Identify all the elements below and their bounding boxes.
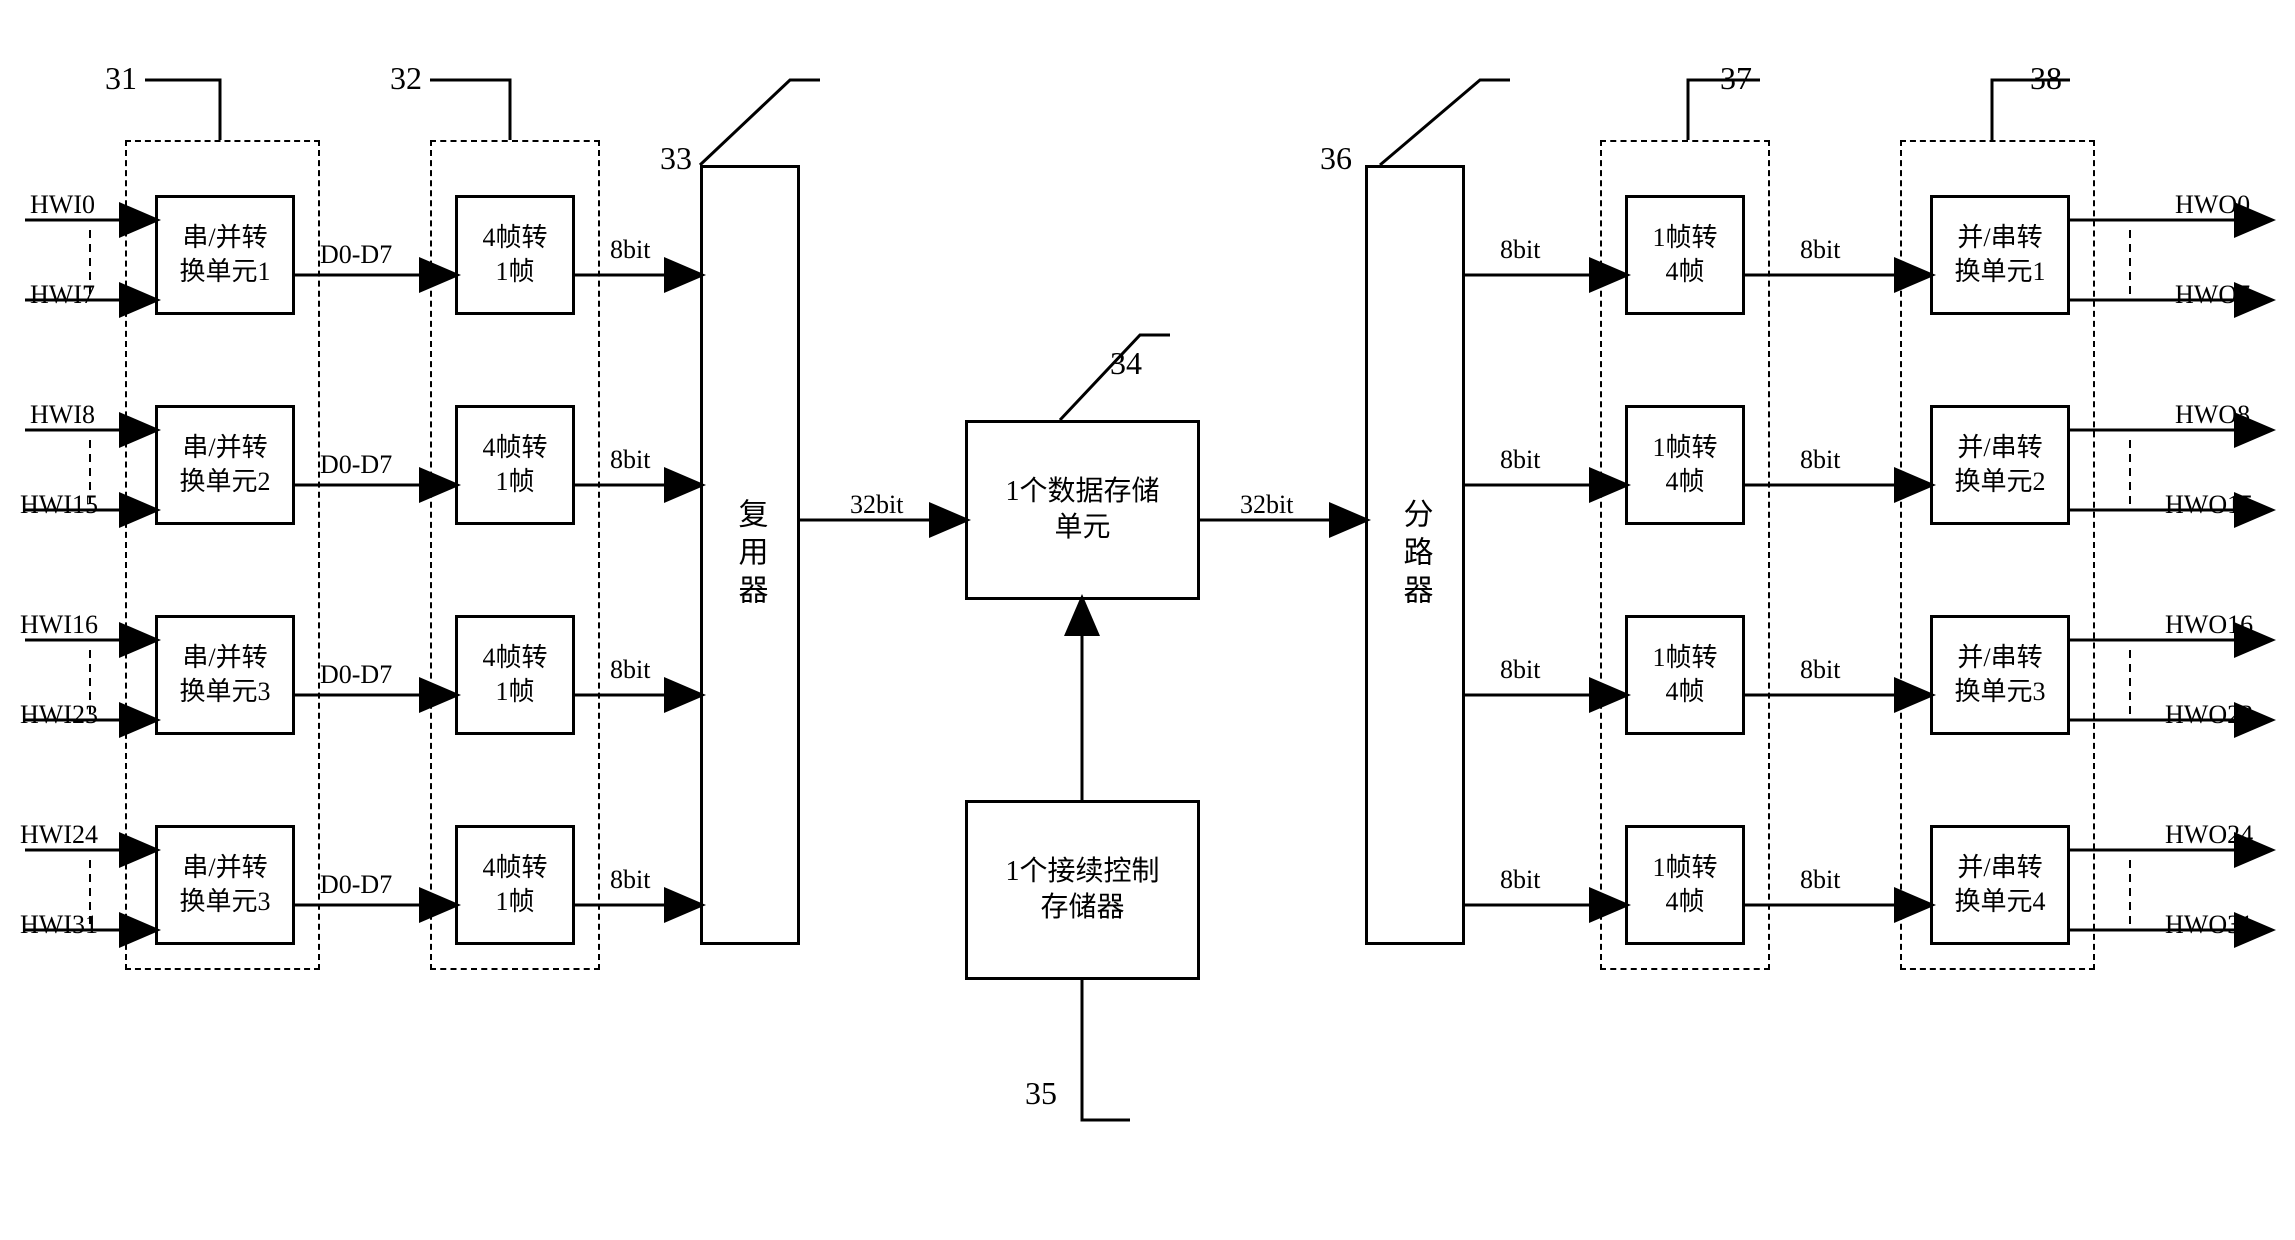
- wire-8bit-l2: 8bit: [610, 445, 650, 475]
- ps-converter-1: 并/串转 换单元1: [1930, 195, 2070, 315]
- frame-1to4-b: 1帧转 4帧: [1625, 405, 1745, 525]
- sp-converter-4: 串/并转 换单元3: [155, 825, 295, 945]
- wire-8bit-rr3: 8bit: [1800, 655, 1840, 685]
- input-hwi0: HWI0: [30, 190, 95, 220]
- label-33: 33: [660, 140, 692, 177]
- block-diagram: 31 32 33 34 35 36 37 38 串/并转 换单元1 串/并转 换…: [0, 0, 2295, 1240]
- sp-converter-1: 串/并转 换单元1: [155, 195, 295, 315]
- connection-controller: 1个接续控制 存储器: [965, 800, 1200, 980]
- wire-8bit-r3: 8bit: [1500, 655, 1540, 685]
- wire-d0d7-3: D0-D7: [320, 660, 392, 690]
- ps-converter-2: 并/串转 换单元2: [1930, 405, 2070, 525]
- output-hwo31: HWO31: [2165, 910, 2253, 940]
- input-hwi31: HWI31: [20, 910, 98, 940]
- output-hwo8: HWO8: [2175, 400, 2250, 430]
- output-hwo0: HWO0: [2175, 190, 2250, 220]
- wire-8bit-rr4: 8bit: [1800, 865, 1840, 895]
- label-32: 32: [390, 60, 422, 97]
- wire-8bit-l3: 8bit: [610, 655, 650, 685]
- ps-converter-4: 并/串转 换单元4: [1930, 825, 2070, 945]
- wire-8bit-l1: 8bit: [610, 235, 650, 265]
- input-hwi16: HWI16: [20, 610, 98, 640]
- frame-4to1-c: 4帧转 1帧: [455, 615, 575, 735]
- wire-d0d7-2: D0-D7: [320, 450, 392, 480]
- wire-32bit-2: 32bit: [1240, 490, 1293, 520]
- data-storage: 1个数据存储 单元: [965, 420, 1200, 600]
- input-hwi23: HWI23: [20, 700, 98, 730]
- multiplexer: 复用器: [700, 165, 800, 945]
- output-hwo16: HWO16: [2165, 610, 2253, 640]
- multiplexer-label: 复用器: [731, 498, 770, 612]
- frame-1to4-a: 1帧转 4帧: [1625, 195, 1745, 315]
- output-hwo24: HWO24: [2165, 820, 2253, 850]
- wire-32bit-1: 32bit: [850, 490, 903, 520]
- sp-converter-3: 串/并转 换单元3: [155, 615, 295, 735]
- frame-1to4-c: 1帧转 4帧: [1625, 615, 1745, 735]
- frame-1to4-d: 1帧转 4帧: [1625, 825, 1745, 945]
- wire-8bit-rr2: 8bit: [1800, 445, 1840, 475]
- label-36: 36: [1320, 140, 1352, 177]
- label-35: 35: [1025, 1075, 1057, 1112]
- frame-4to1-b: 4帧转 1帧: [455, 405, 575, 525]
- demultiplexer: 分路器: [1365, 165, 1465, 945]
- input-hwi24: HWI24: [20, 820, 98, 850]
- label-31: 31: [105, 60, 137, 97]
- output-hwo23: HWO23: [2165, 700, 2253, 730]
- sp-converter-2: 串/并转 换单元2: [155, 405, 295, 525]
- wire-8bit-r1: 8bit: [1500, 235, 1540, 265]
- output-hwo7: HWO7: [2175, 280, 2250, 310]
- input-hwi15: HWI15: [20, 490, 98, 520]
- label-34: 34: [1110, 345, 1142, 382]
- input-hwi8: HWI8: [30, 400, 95, 430]
- label-37: 37: [1720, 60, 1752, 97]
- wire-8bit-r2: 8bit: [1500, 445, 1540, 475]
- wire-8bit-rr1: 8bit: [1800, 235, 1840, 265]
- wire-d0d7-1: D0-D7: [320, 240, 392, 270]
- wire-8bit-r4: 8bit: [1500, 865, 1540, 895]
- frame-4to1-d: 4帧转 1帧: [455, 825, 575, 945]
- frame-4to1-a: 4帧转 1帧: [455, 195, 575, 315]
- wire-d0d7-4: D0-D7: [320, 870, 392, 900]
- output-hwo15: HWO15: [2165, 490, 2253, 520]
- ps-converter-3: 并/串转 换单元3: [1930, 615, 2070, 735]
- wire-8bit-l4: 8bit: [610, 865, 650, 895]
- input-hwi7: HWI7: [30, 280, 95, 310]
- label-38: 38: [2030, 60, 2062, 97]
- demultiplexer-label: 分路器: [1396, 498, 1435, 612]
